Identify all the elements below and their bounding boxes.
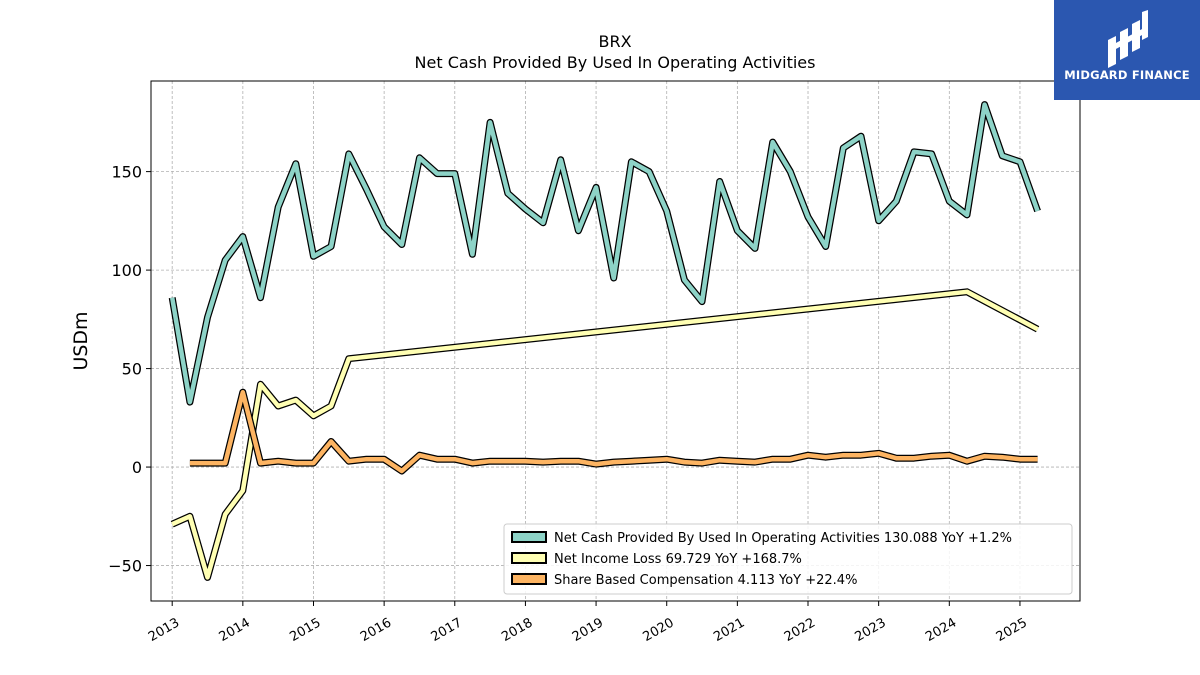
logo-text: MIDGARD FINANCE — [1064, 68, 1190, 82]
x-tick-label: 2015 — [287, 615, 323, 645]
axes — [146, 80, 1081, 606]
series-1 — [170, 288, 1040, 581]
chart-title: BRX — [598, 32, 631, 51]
y-tick-label: 150 — [111, 163, 142, 182]
x-tick-label: 2023 — [852, 615, 888, 645]
y-tick-label: −50 — [108, 557, 142, 576]
x-tick-label: 2017 — [429, 615, 465, 645]
series-2 — [189, 388, 1038, 475]
legend-label: Share Based Compensation 4.113 YoY +22.4… — [554, 573, 857, 588]
x-tick-label: 2020 — [641, 615, 677, 645]
series-line — [169, 102, 1040, 405]
series-0 — [168, 101, 1041, 406]
midgard-logo-icon — [1108, 10, 1148, 68]
x-tick-label: 2014 — [217, 615, 253, 645]
x-tick-label: 2016 — [358, 615, 394, 645]
series-line — [189, 389, 1038, 474]
x-tick-label: 2019 — [570, 615, 606, 645]
y-tick-label: 0 — [132, 458, 142, 477]
legend-swatch — [511, 552, 547, 564]
legend-item: Net Cash Provided By Used In Operating A… — [511, 531, 1012, 546]
brand-logo: MIDGARD FINANCE — [1054, 0, 1200, 100]
series-line — [171, 289, 1039, 580]
y-axis-label: USDm — [70, 311, 92, 370]
legend-label: Net Income Loss 69.729 YoY +168.7% — [554, 552, 802, 567]
chart-subtitle: Net Cash Provided By Used In Operating A… — [415, 53, 816, 72]
x-tick-label: 2025 — [994, 615, 1030, 645]
x-tick-label: 2021 — [711, 615, 747, 645]
x-tick-label: 2013 — [146, 615, 182, 645]
legend-swatch — [511, 573, 547, 585]
y-tick-label: 100 — [111, 261, 142, 280]
series-line-outline — [168, 101, 1041, 406]
legend-box — [503, 523, 1073, 595]
y-tick-label: 50 — [122, 360, 142, 379]
x-tick-label: 2024 — [923, 615, 959, 645]
plot-frame — [150, 80, 1081, 602]
x-tick-label: 2022 — [782, 615, 818, 645]
grid — [151, 81, 1080, 601]
legend-label: Net Cash Provided By Used In Operating A… — [554, 531, 1012, 546]
legend: Net Cash Provided By Used In Operating A… — [503, 523, 1073, 595]
series-layer — [168, 101, 1041, 581]
legend-item: Share Based Compensation 4.113 YoY +22.4… — [511, 573, 857, 588]
legend-item: Net Income Loss 69.729 YoY +168.7% — [511, 552, 802, 567]
x-tick-label: 2018 — [499, 615, 535, 645]
legend-swatch — [511, 531, 547, 543]
